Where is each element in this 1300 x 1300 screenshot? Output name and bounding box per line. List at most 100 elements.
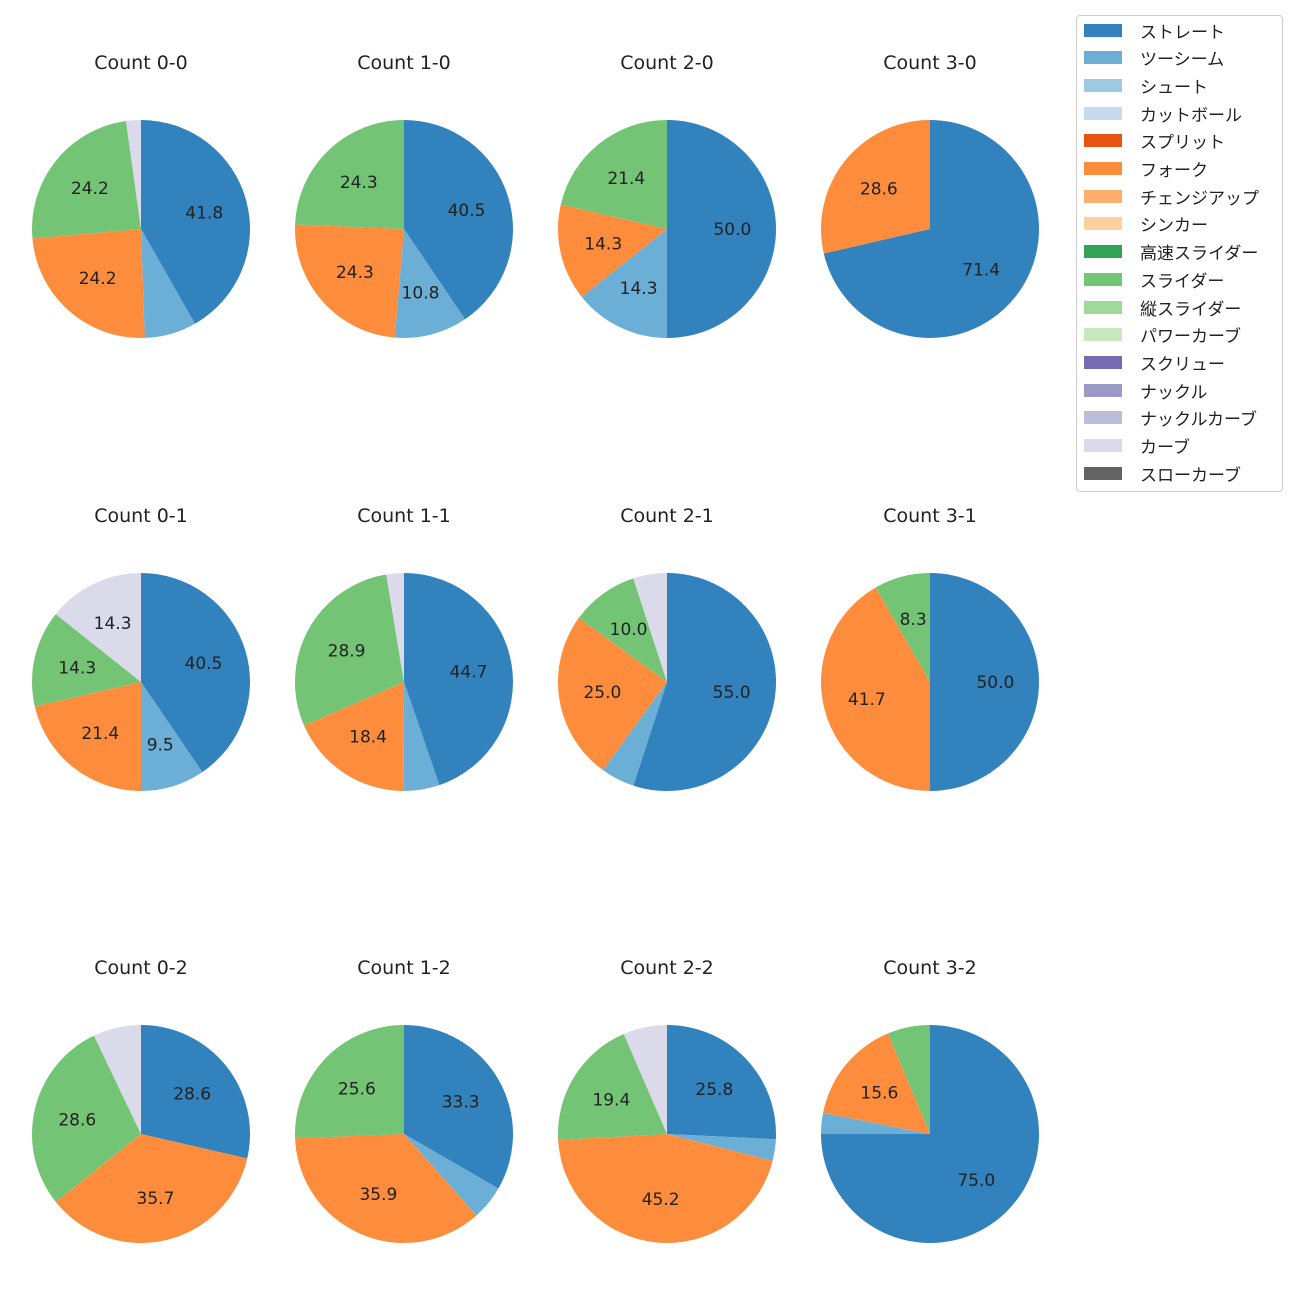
pie-slice	[295, 1025, 404, 1139]
pie-slice	[557, 617, 667, 771]
pie-title: Count 0-1	[94, 505, 188, 527]
slice-label: 25.8	[695, 1080, 733, 1100]
pie-slice	[633, 573, 776, 791]
legend-item: ナックルカーブ	[1084, 407, 1257, 430]
legend-label: スクリュー	[1140, 354, 1225, 375]
slice-label: 15.6	[860, 1084, 898, 1104]
pie-slice	[887, 1025, 930, 1134]
pie-slice	[602, 682, 667, 786]
pie-title: Count 1-2	[357, 957, 451, 979]
legend-item: スライダー	[1084, 268, 1225, 292]
legend-item: カットボール	[1084, 102, 1242, 126]
slice-label: 45.2	[642, 1190, 680, 1210]
legend-item: 高速スライダー	[1084, 241, 1258, 264]
slice-label: 14.3	[58, 659, 96, 679]
pie-chart: Count 0-0 41.8 24.2 24.2	[31, 52, 251, 339]
pie-slice	[32, 229, 145, 339]
pie-slice	[578, 578, 667, 682]
legend-label: スライダー	[1140, 271, 1225, 292]
pie-slice	[141, 682, 203, 791]
legend-label: スプリット	[1140, 133, 1225, 154]
pie-chart: Count 0-1 40.5 9.5 21.4 14.3 14.3	[32, 505, 251, 791]
pie-slice	[404, 573, 514, 786]
slice-label: 71.4	[962, 261, 1000, 281]
slice-label: 24.3	[340, 173, 378, 193]
legend-label: カーブ	[1140, 438, 1190, 458]
pie-slice	[930, 573, 1039, 791]
pie-title: Count 0-0	[94, 52, 188, 74]
legend-item: ツーシーム	[1084, 47, 1225, 71]
slice-label: 50.0	[713, 220, 751, 240]
slice-label: 28.9	[328, 642, 366, 662]
pie-chart: Count 1-0 40.5 10.8 24.3 24.3	[294, 52, 513, 338]
pie-title: Count 3-2	[883, 957, 977, 979]
legend-swatch	[1084, 439, 1122, 452]
pie-slice	[295, 120, 404, 229]
pie-slice	[823, 1033, 930, 1134]
pie-slice	[820, 587, 930, 791]
pie-slice	[404, 120, 513, 320]
slice-label: 14.3	[620, 279, 658, 299]
pie-chart: Count 3-2 75.0 15.6	[821, 957, 1039, 1243]
slice-label: 35.9	[359, 1185, 397, 1205]
legend-swatch	[1084, 328, 1122, 342]
pie-slice	[295, 574, 404, 726]
slice-label: 35.7	[137, 1189, 175, 1209]
slice-label: 41.8	[185, 203, 223, 223]
slice-label: 10.8	[402, 283, 440, 303]
pie-slice	[141, 573, 251, 773]
legend-item: 縦スライダー	[1084, 296, 1242, 320]
slice-label: 40.5	[448, 201, 486, 221]
slice-label: 75.0	[957, 1171, 995, 1191]
slice-label: 24.3	[336, 263, 374, 283]
pie-slice	[821, 120, 931, 254]
legend-label: チェンジアップ	[1140, 188, 1259, 209]
pie-slice	[557, 204, 667, 297]
pie-title: Count 0-2	[94, 957, 188, 979]
slice-label: 14.3	[94, 614, 132, 634]
pie-chart: Count 2-0 50.0 14.3 14.3 21.4	[557, 52, 776, 338]
slice-label: 55.0	[713, 683, 751, 703]
slice-label: 19.4	[592, 1091, 630, 1111]
slice-label: 41.7	[848, 690, 886, 710]
pie-slice	[581, 229, 667, 338]
legend-label: 縦スライダー	[1140, 299, 1242, 320]
slice-label: 25.0	[583, 683, 621, 703]
legend-label: ツーシーム	[1140, 50, 1225, 71]
pie-slice	[32, 614, 141, 707]
pie-slice	[304, 682, 404, 791]
slice-label: 50.0	[976, 673, 1014, 693]
pie-slice	[558, 1134, 773, 1243]
legend-item: フォーク	[1084, 158, 1208, 181]
pie-slice	[560, 120, 667, 229]
legend-swatch	[1084, 162, 1122, 175]
slice-label: 28.6	[173, 1084, 211, 1104]
legend-swatch	[1084, 383, 1122, 397]
slice-label: 40.5	[185, 654, 223, 674]
pie-slice	[294, 224, 404, 338]
pie-slice	[125, 120, 141, 229]
legend-swatch	[1084, 78, 1122, 92]
pie-slice	[31, 121, 141, 239]
legend-swatch	[1084, 134, 1122, 148]
pie-chart: Count 3-1 50.0 41.7 8.3	[820, 505, 1039, 791]
pie-slice	[633, 573, 667, 682]
pie-title: Count 1-1	[357, 505, 451, 527]
legend-label: パワーカーブ	[1140, 327, 1241, 348]
slice-label: 33.3	[442, 1092, 480, 1112]
pie-slice	[821, 1112, 930, 1134]
slice-label: 24.2	[71, 179, 109, 199]
legend-item: スローカーブ	[1084, 462, 1241, 486]
pie-title: Count 1-0	[357, 52, 451, 74]
pie-chart: Count 3-0 71.4 28.6	[821, 52, 1039, 338]
pie-slice	[394, 229, 466, 338]
legend-swatch	[1084, 189, 1122, 203]
slice-label: 9.5	[147, 736, 174, 756]
pie-slice	[55, 573, 141, 682]
legend-label: シンカー	[1140, 216, 1208, 237]
legend-swatch	[1084, 217, 1122, 231]
slice-label: 28.6	[860, 179, 898, 199]
legend-label: シュート	[1140, 77, 1208, 98]
pie-slice	[667, 1025, 776, 1140]
